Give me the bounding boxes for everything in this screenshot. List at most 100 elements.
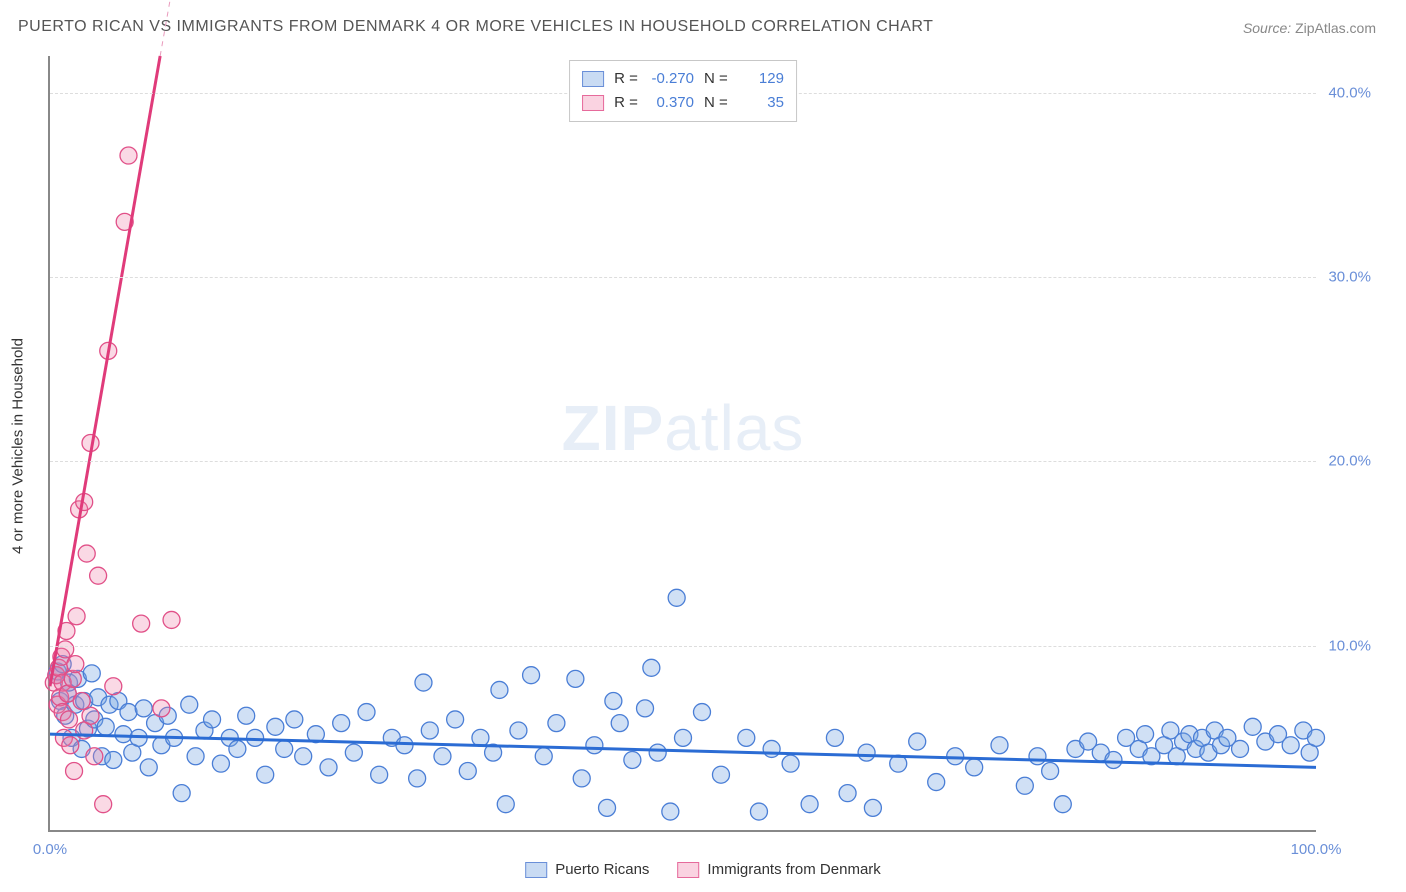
point-blue <box>229 740 246 757</box>
point-blue <box>434 748 451 765</box>
point-blue <box>839 785 856 802</box>
point-blue <box>605 693 622 710</box>
point-blue <box>523 667 540 684</box>
gridline <box>50 277 1316 278</box>
point-blue <box>826 729 843 746</box>
point-blue <box>909 733 926 750</box>
point-blue <box>675 729 692 746</box>
point-blue <box>491 681 508 698</box>
point-blue <box>668 589 685 606</box>
point-blue <box>966 759 983 776</box>
point-pink <box>120 147 137 164</box>
point-blue <box>295 748 312 765</box>
point-blue <box>801 796 818 813</box>
legend-item-blue: Puerto Ricans <box>525 861 649 878</box>
point-blue <box>421 722 438 739</box>
point-pink <box>73 693 90 710</box>
legend-label-blue: Puerto Ricans <box>555 861 649 878</box>
point-blue <box>991 737 1008 754</box>
point-blue <box>320 759 337 776</box>
point-blue <box>573 770 590 787</box>
point-blue <box>135 700 152 717</box>
point-blue <box>643 659 660 676</box>
point-pink <box>78 545 95 562</box>
legend-item-pink: Immigrants from Denmark <box>677 861 880 878</box>
point-blue <box>447 711 464 728</box>
chart-container: 4 or more Vehicles in Household ZIPatlas… <box>48 50 1376 842</box>
point-blue <box>1016 777 1033 794</box>
legend-label-pink: Immigrants from Denmark <box>707 861 880 878</box>
point-blue <box>286 711 303 728</box>
correlation-row-pink: R = 0.370 N = 35 <box>582 91 784 115</box>
point-pink <box>153 700 170 717</box>
point-blue <box>567 670 584 687</box>
source-label: Source: <box>1243 20 1291 36</box>
point-blue <box>712 766 729 783</box>
chart-svg <box>50 56 1316 830</box>
point-blue <box>204 711 221 728</box>
y-tick-label: 20.0% <box>1328 453 1371 470</box>
y-tick-label: 40.0% <box>1328 84 1371 101</box>
point-blue <box>396 737 413 754</box>
point-blue <box>586 737 603 754</box>
point-blue <box>1137 726 1154 743</box>
point-blue <box>97 718 114 735</box>
point-blue <box>276 740 293 757</box>
point-blue <box>212 755 229 772</box>
point-blue <box>187 748 204 765</box>
point-blue <box>415 674 432 691</box>
point-blue <box>548 715 565 732</box>
point-pink <box>95 796 112 813</box>
y-axis-label: 4 or more Vehicles in Household <box>10 338 27 554</box>
point-blue <box>1308 729 1325 746</box>
point-blue <box>738 729 755 746</box>
point-blue <box>1105 751 1122 768</box>
point-blue <box>267 718 284 735</box>
trend-line <box>50 56 160 686</box>
swatch-blue-icon <box>525 862 547 878</box>
point-blue <box>535 748 552 765</box>
point-blue <box>238 707 255 724</box>
point-blue <box>649 744 666 761</box>
point-blue <box>624 751 641 768</box>
point-blue <box>693 704 710 721</box>
gridline <box>50 646 1316 647</box>
point-blue <box>181 696 198 713</box>
swatch-pink-icon <box>582 95 604 111</box>
r-blue: -0.270 <box>646 67 694 91</box>
point-blue <box>257 766 274 783</box>
point-blue <box>115 726 132 743</box>
point-blue <box>763 740 780 757</box>
point-blue <box>333 715 350 732</box>
point-blue <box>358 704 375 721</box>
point-blue <box>864 799 881 816</box>
point-pink <box>82 707 99 724</box>
point-blue <box>409 770 426 787</box>
point-blue <box>662 803 679 820</box>
point-blue <box>1282 737 1299 754</box>
point-blue <box>105 751 122 768</box>
point-blue <box>83 665 100 682</box>
point-blue <box>345 744 362 761</box>
point-pink <box>133 615 150 632</box>
point-pink <box>60 711 77 728</box>
correlation-legend: R = -0.270 N = 129 R = 0.370 N = 35 <box>569 60 797 122</box>
point-blue <box>120 704 137 721</box>
swatch-blue-icon <box>582 71 604 87</box>
point-blue <box>1244 718 1261 735</box>
point-blue <box>750 803 767 820</box>
point-blue <box>173 785 190 802</box>
gridline <box>50 461 1316 462</box>
point-pink <box>68 608 85 625</box>
source-value: ZipAtlas.com <box>1295 20 1376 36</box>
n-blue: 129 <box>736 67 784 91</box>
r-pink: 0.370 <box>646 91 694 115</box>
x-tick-label: 0.0% <box>33 841 67 858</box>
point-pink <box>57 641 74 658</box>
x-tick-label: 100.0% <box>1291 841 1342 858</box>
point-blue <box>247 729 264 746</box>
y-tick-label: 10.0% <box>1328 637 1371 654</box>
point-pink <box>90 567 107 584</box>
point-blue <box>928 774 945 791</box>
point-pink <box>67 656 84 673</box>
